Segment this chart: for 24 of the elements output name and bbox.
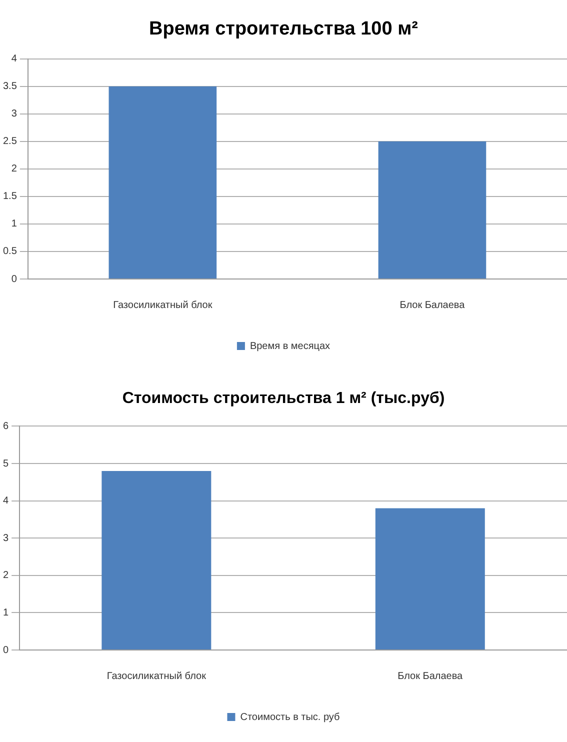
legend-label: Время в месяцах	[250, 340, 330, 352]
chart-title: Время строительства 100 м²	[149, 18, 418, 40]
y-tick-label: 0.5	[2, 246, 18, 258]
y-tick-label: 6	[3, 420, 9, 432]
y-tick-label: 1	[11, 218, 18, 230]
y-tick-label: 5	[3, 458, 9, 470]
x-tick-label: Блок Балаева	[398, 670, 464, 682]
y-tick-label: 1	[3, 607, 9, 618]
y-tick-label: 3	[11, 108, 18, 120]
y-tick-label: 0	[3, 644, 9, 656]
y-tick-label: 4	[3, 496, 9, 507]
y-tick-label: 3	[3, 532, 9, 544]
y-tick-label: 2	[3, 570, 9, 582]
legend-label: Стоимость в тыс. руб	[240, 712, 340, 723]
y-tick-label: 3.5	[2, 81, 18, 92]
chart-title: Стоимость строительства 1 м² (тыс.руб)	[122, 390, 445, 408]
x-tick-label: Газосиликатный блок	[106, 670, 207, 682]
y-tick-label: 2.5	[2, 136, 18, 148]
y-tick-label: 0	[11, 274, 18, 285]
x-tick-label: Блок Балаева	[400, 300, 466, 311]
y-tick-label: 2	[11, 164, 18, 175]
x-tick-label: Газосиликатный блок	[113, 300, 213, 311]
y-tick-label: 4	[11, 54, 18, 65]
y-tick-label: 1.5	[2, 191, 18, 202]
